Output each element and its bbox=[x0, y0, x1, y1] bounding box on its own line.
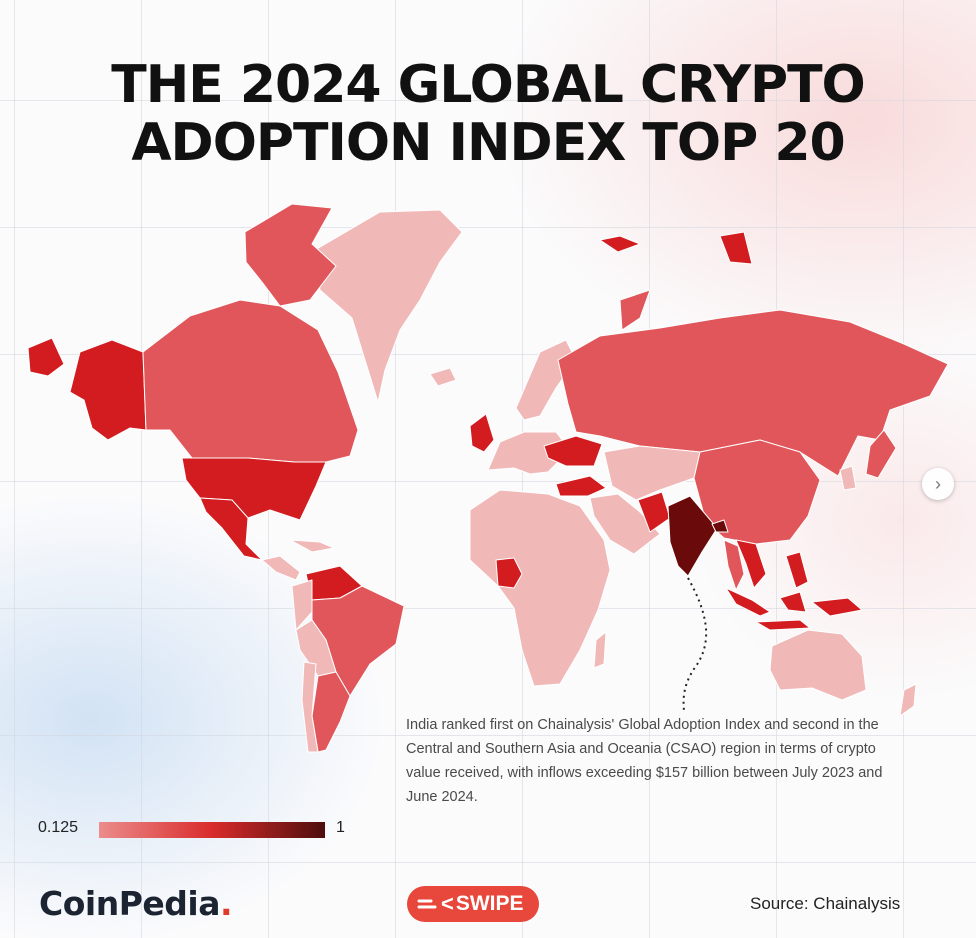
map-turkey bbox=[555, 475, 607, 497]
map-india bbox=[667, 495, 717, 577]
legend-min-label: 0.125 bbox=[38, 819, 79, 836]
map-nigeria bbox=[495, 557, 523, 589]
map-caribbean bbox=[289, 539, 335, 553]
map-alaska bbox=[69, 339, 147, 441]
map-korea bbox=[839, 465, 857, 491]
map-arctic-islands bbox=[599, 231, 753, 265]
map-china bbox=[693, 439, 821, 545]
map-indonesia bbox=[725, 587, 771, 617]
map-japan bbox=[865, 429, 897, 479]
map-africa bbox=[469, 489, 611, 687]
next-slide-button[interactable]: › bbox=[922, 468, 954, 500]
swipe-arrow-icon bbox=[417, 899, 437, 909]
map-australia bbox=[769, 629, 867, 701]
map-central-america bbox=[261, 555, 301, 581]
title-line-1: THE 2024 GLOBAL CRYPTO bbox=[111, 55, 866, 115]
map-philippines bbox=[785, 551, 809, 589]
map-canada-islands bbox=[244, 203, 337, 307]
map-usa bbox=[181, 457, 327, 521]
swipe-label: SWIPE bbox=[455, 892, 524, 915]
map-indonesia-east bbox=[755, 591, 863, 631]
map-alaska-peninsula bbox=[27, 337, 65, 377]
swipe-button[interactable]: < SWIPE bbox=[407, 886, 539, 922]
legend-gradient-bar bbox=[99, 822, 325, 838]
map-novaya-zemlya bbox=[619, 289, 651, 331]
map-canada bbox=[142, 299, 359, 463]
logo-dot: . bbox=[219, 884, 233, 923]
map-middle-east bbox=[589, 493, 661, 555]
map-vietnam bbox=[735, 539, 767, 589]
map-bangladesh bbox=[711, 519, 729, 533]
map-iceland bbox=[429, 367, 457, 387]
info-text: India ranked first on Chainalysis' Globa… bbox=[406, 717, 883, 805]
legend-max-label: 1 bbox=[336, 819, 345, 836]
map-central-asia bbox=[603, 445, 701, 501]
map-greenland bbox=[314, 209, 463, 403]
title-line-2: ADOPTION INDEX TOP 20 bbox=[131, 113, 845, 173]
map-madagascar bbox=[593, 631, 607, 669]
map-thailand bbox=[723, 539, 745, 591]
map-uk bbox=[469, 413, 495, 453]
map-chile bbox=[301, 661, 319, 753]
logo-text: CoinPedia bbox=[39, 884, 220, 923]
chevron-right-icon: › bbox=[935, 473, 941, 494]
connector-dotted-line bbox=[682, 577, 708, 713]
coinpedia-logo: CoinPedia. bbox=[39, 884, 233, 923]
page-title: THE 2024 GLOBAL CRYPTO ADOPTION INDEX TO… bbox=[0, 56, 976, 172]
source-credit: Source: Chainalysis bbox=[750, 894, 901, 913]
map-new-zealand bbox=[899, 683, 917, 717]
swipe-chevron-icon: < bbox=[441, 891, 454, 916]
map-ukraine bbox=[543, 435, 603, 467]
